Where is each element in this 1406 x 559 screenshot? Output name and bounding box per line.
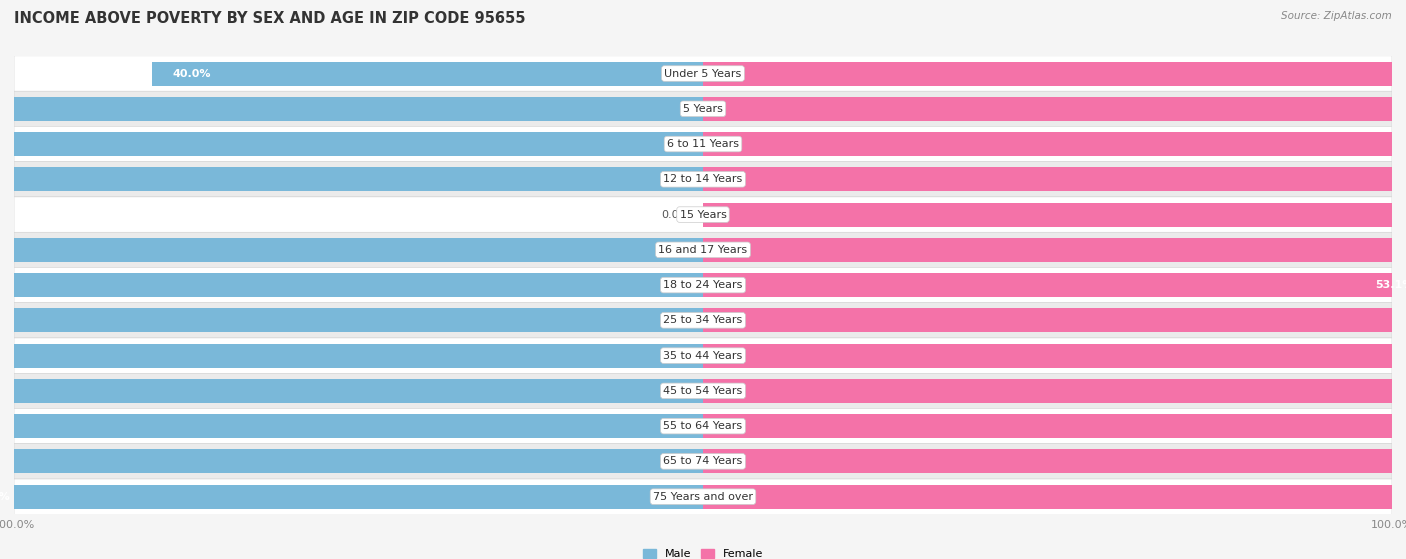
- FancyBboxPatch shape: [14, 197, 1392, 232]
- Bar: [703, 61, 1406, 86]
- Text: Source: ZipAtlas.com: Source: ZipAtlas.com: [1281, 11, 1392, 21]
- FancyBboxPatch shape: [14, 409, 1392, 444]
- Bar: [703, 449, 1406, 473]
- FancyBboxPatch shape: [14, 444, 1392, 479]
- Bar: [0, 97, 703, 121]
- Bar: [0, 273, 703, 297]
- Legend: Male, Female: Male, Female: [638, 544, 768, 559]
- FancyBboxPatch shape: [14, 303, 1392, 338]
- Bar: [0, 379, 703, 403]
- Text: 25 to 34 Years: 25 to 34 Years: [664, 315, 742, 325]
- Text: 18 to 24 Years: 18 to 24 Years: [664, 280, 742, 290]
- Text: 5 Years: 5 Years: [683, 104, 723, 114]
- Bar: [152, 61, 703, 86]
- Bar: [703, 238, 1406, 262]
- Text: 45 to 54 Years: 45 to 54 Years: [664, 386, 742, 396]
- Text: Under 5 Years: Under 5 Years: [665, 69, 741, 78]
- Bar: [703, 167, 1406, 191]
- FancyBboxPatch shape: [14, 91, 1392, 126]
- FancyBboxPatch shape: [14, 56, 1392, 91]
- Bar: [703, 202, 1406, 226]
- FancyBboxPatch shape: [14, 162, 1392, 197]
- Bar: [703, 414, 1406, 438]
- Text: 12 to 14 Years: 12 to 14 Years: [664, 174, 742, 184]
- Bar: [0, 449, 703, 473]
- Bar: [703, 344, 1406, 368]
- Text: 55 to 64 Years: 55 to 64 Years: [664, 421, 742, 431]
- Bar: [703, 379, 1406, 403]
- Bar: [703, 97, 1406, 121]
- Bar: [703, 485, 1406, 509]
- Text: 15 Years: 15 Years: [679, 210, 727, 220]
- Bar: [703, 309, 1406, 333]
- Bar: [0, 238, 703, 262]
- FancyBboxPatch shape: [14, 126, 1392, 162]
- Text: 35 to 44 Years: 35 to 44 Years: [664, 350, 742, 361]
- Bar: [703, 273, 1406, 297]
- Text: 16 and 17 Years: 16 and 17 Years: [658, 245, 748, 255]
- FancyBboxPatch shape: [14, 479, 1392, 514]
- FancyBboxPatch shape: [14, 267, 1392, 303]
- Bar: [0, 309, 703, 333]
- FancyBboxPatch shape: [14, 338, 1392, 373]
- Text: 54.6%: 54.6%: [0, 492, 10, 501]
- Text: 6 to 11 Years: 6 to 11 Years: [666, 139, 740, 149]
- Text: INCOME ABOVE POVERTY BY SEX AND AGE IN ZIP CODE 95655: INCOME ABOVE POVERTY BY SEX AND AGE IN Z…: [14, 11, 526, 26]
- Text: 0.0%: 0.0%: [661, 210, 689, 220]
- Text: 75 Years and over: 75 Years and over: [652, 492, 754, 501]
- Bar: [703, 132, 1406, 156]
- FancyBboxPatch shape: [14, 373, 1392, 409]
- Bar: [0, 132, 703, 156]
- Bar: [0, 344, 703, 368]
- Text: 65 to 74 Years: 65 to 74 Years: [664, 456, 742, 466]
- Bar: [0, 167, 703, 191]
- Text: 53.1%: 53.1%: [1375, 280, 1406, 290]
- Bar: [0, 414, 703, 438]
- Bar: [0, 485, 703, 509]
- FancyBboxPatch shape: [14, 232, 1392, 267]
- Text: 40.0%: 40.0%: [173, 69, 211, 78]
